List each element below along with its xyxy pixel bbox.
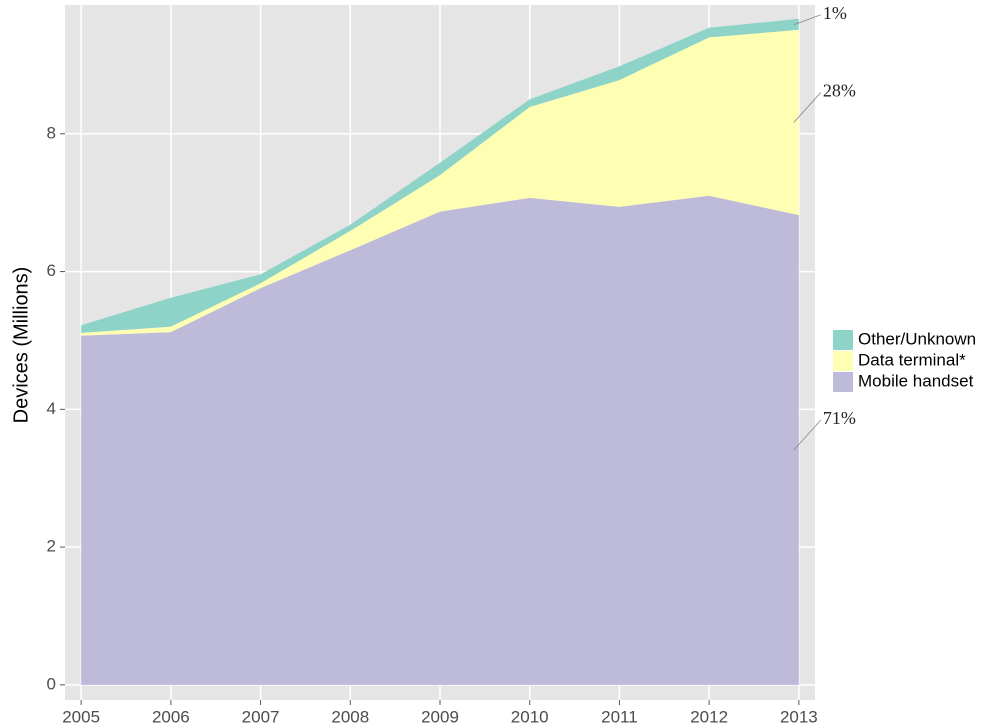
annotation: 71% xyxy=(823,408,856,428)
y-tick-label: 4 xyxy=(47,399,56,418)
legend-label: Data terminal* xyxy=(858,350,966,369)
annotation: 28% xyxy=(823,81,856,101)
x-tick-label: 2010 xyxy=(511,707,549,726)
annotation: 1% xyxy=(823,3,847,23)
x-tick-label: 2012 xyxy=(690,707,728,726)
x-tick-label: 2008 xyxy=(331,707,369,726)
x-tick-label: 2011 xyxy=(601,707,638,726)
x-tick-label: 2009 xyxy=(421,707,459,726)
legend-label: Mobile handset xyxy=(858,371,974,390)
legend-label: Other/Unknown xyxy=(858,329,976,348)
y-tick-label: 6 xyxy=(47,261,56,280)
area xyxy=(81,195,799,685)
area xyxy=(81,29,799,336)
legend-swatch xyxy=(833,351,853,371)
y-axis-label: Devices (Millions) xyxy=(10,267,32,424)
leader-line xyxy=(793,14,821,26)
legend-swatch xyxy=(833,330,853,350)
leader-line xyxy=(793,92,822,123)
x-tick-label: 2005 xyxy=(62,707,100,726)
y-tick-label: 0 xyxy=(47,674,56,693)
y-tick-label: 2 xyxy=(47,537,56,556)
legend-swatch xyxy=(833,372,853,392)
leader-line xyxy=(793,419,822,451)
x-tick-label: 2013 xyxy=(780,707,818,726)
x-tick-label: 2007 xyxy=(242,707,280,726)
x-tick-label: 2006 xyxy=(152,707,190,726)
y-tick-label: 8 xyxy=(47,123,56,142)
